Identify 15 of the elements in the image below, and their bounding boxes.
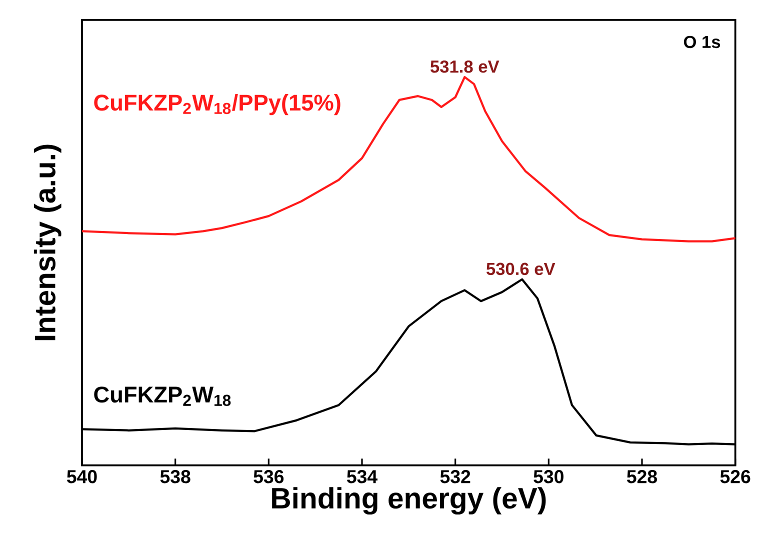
text: O 1s <box>684 36 720 48</box>
y-axis-title: Intensity (a.u.) <box>34 144 62 340</box>
series-label: CuFKZP$_{2}$W$_{18}$ <box>94 386 231 406</box>
x-axis-title: Binding energy (eV) <box>272 487 546 515</box>
x-tick-label: 530 <box>534 470 564 484</box>
x-tick-label: 540 <box>66 470 97 484</box>
x-tick-label: 526 <box>720 470 750 484</box>
annotation: 530.6 eV <box>486 262 556 276</box>
x-tick-label: 532 <box>440 470 470 484</box>
x-tick-label: 536 <box>254 470 284 484</box>
x-tick-label: 538 <box>160 470 190 484</box>
x-tick-label: 528 <box>626 470 657 484</box>
x-tick-label: 534 <box>346 470 378 484</box>
annotation: 531.8 eV <box>430 60 500 73</box>
series-label: CuFKZP$_{2}$W$_{18}$/PPy(15%) <box>94 94 340 116</box>
